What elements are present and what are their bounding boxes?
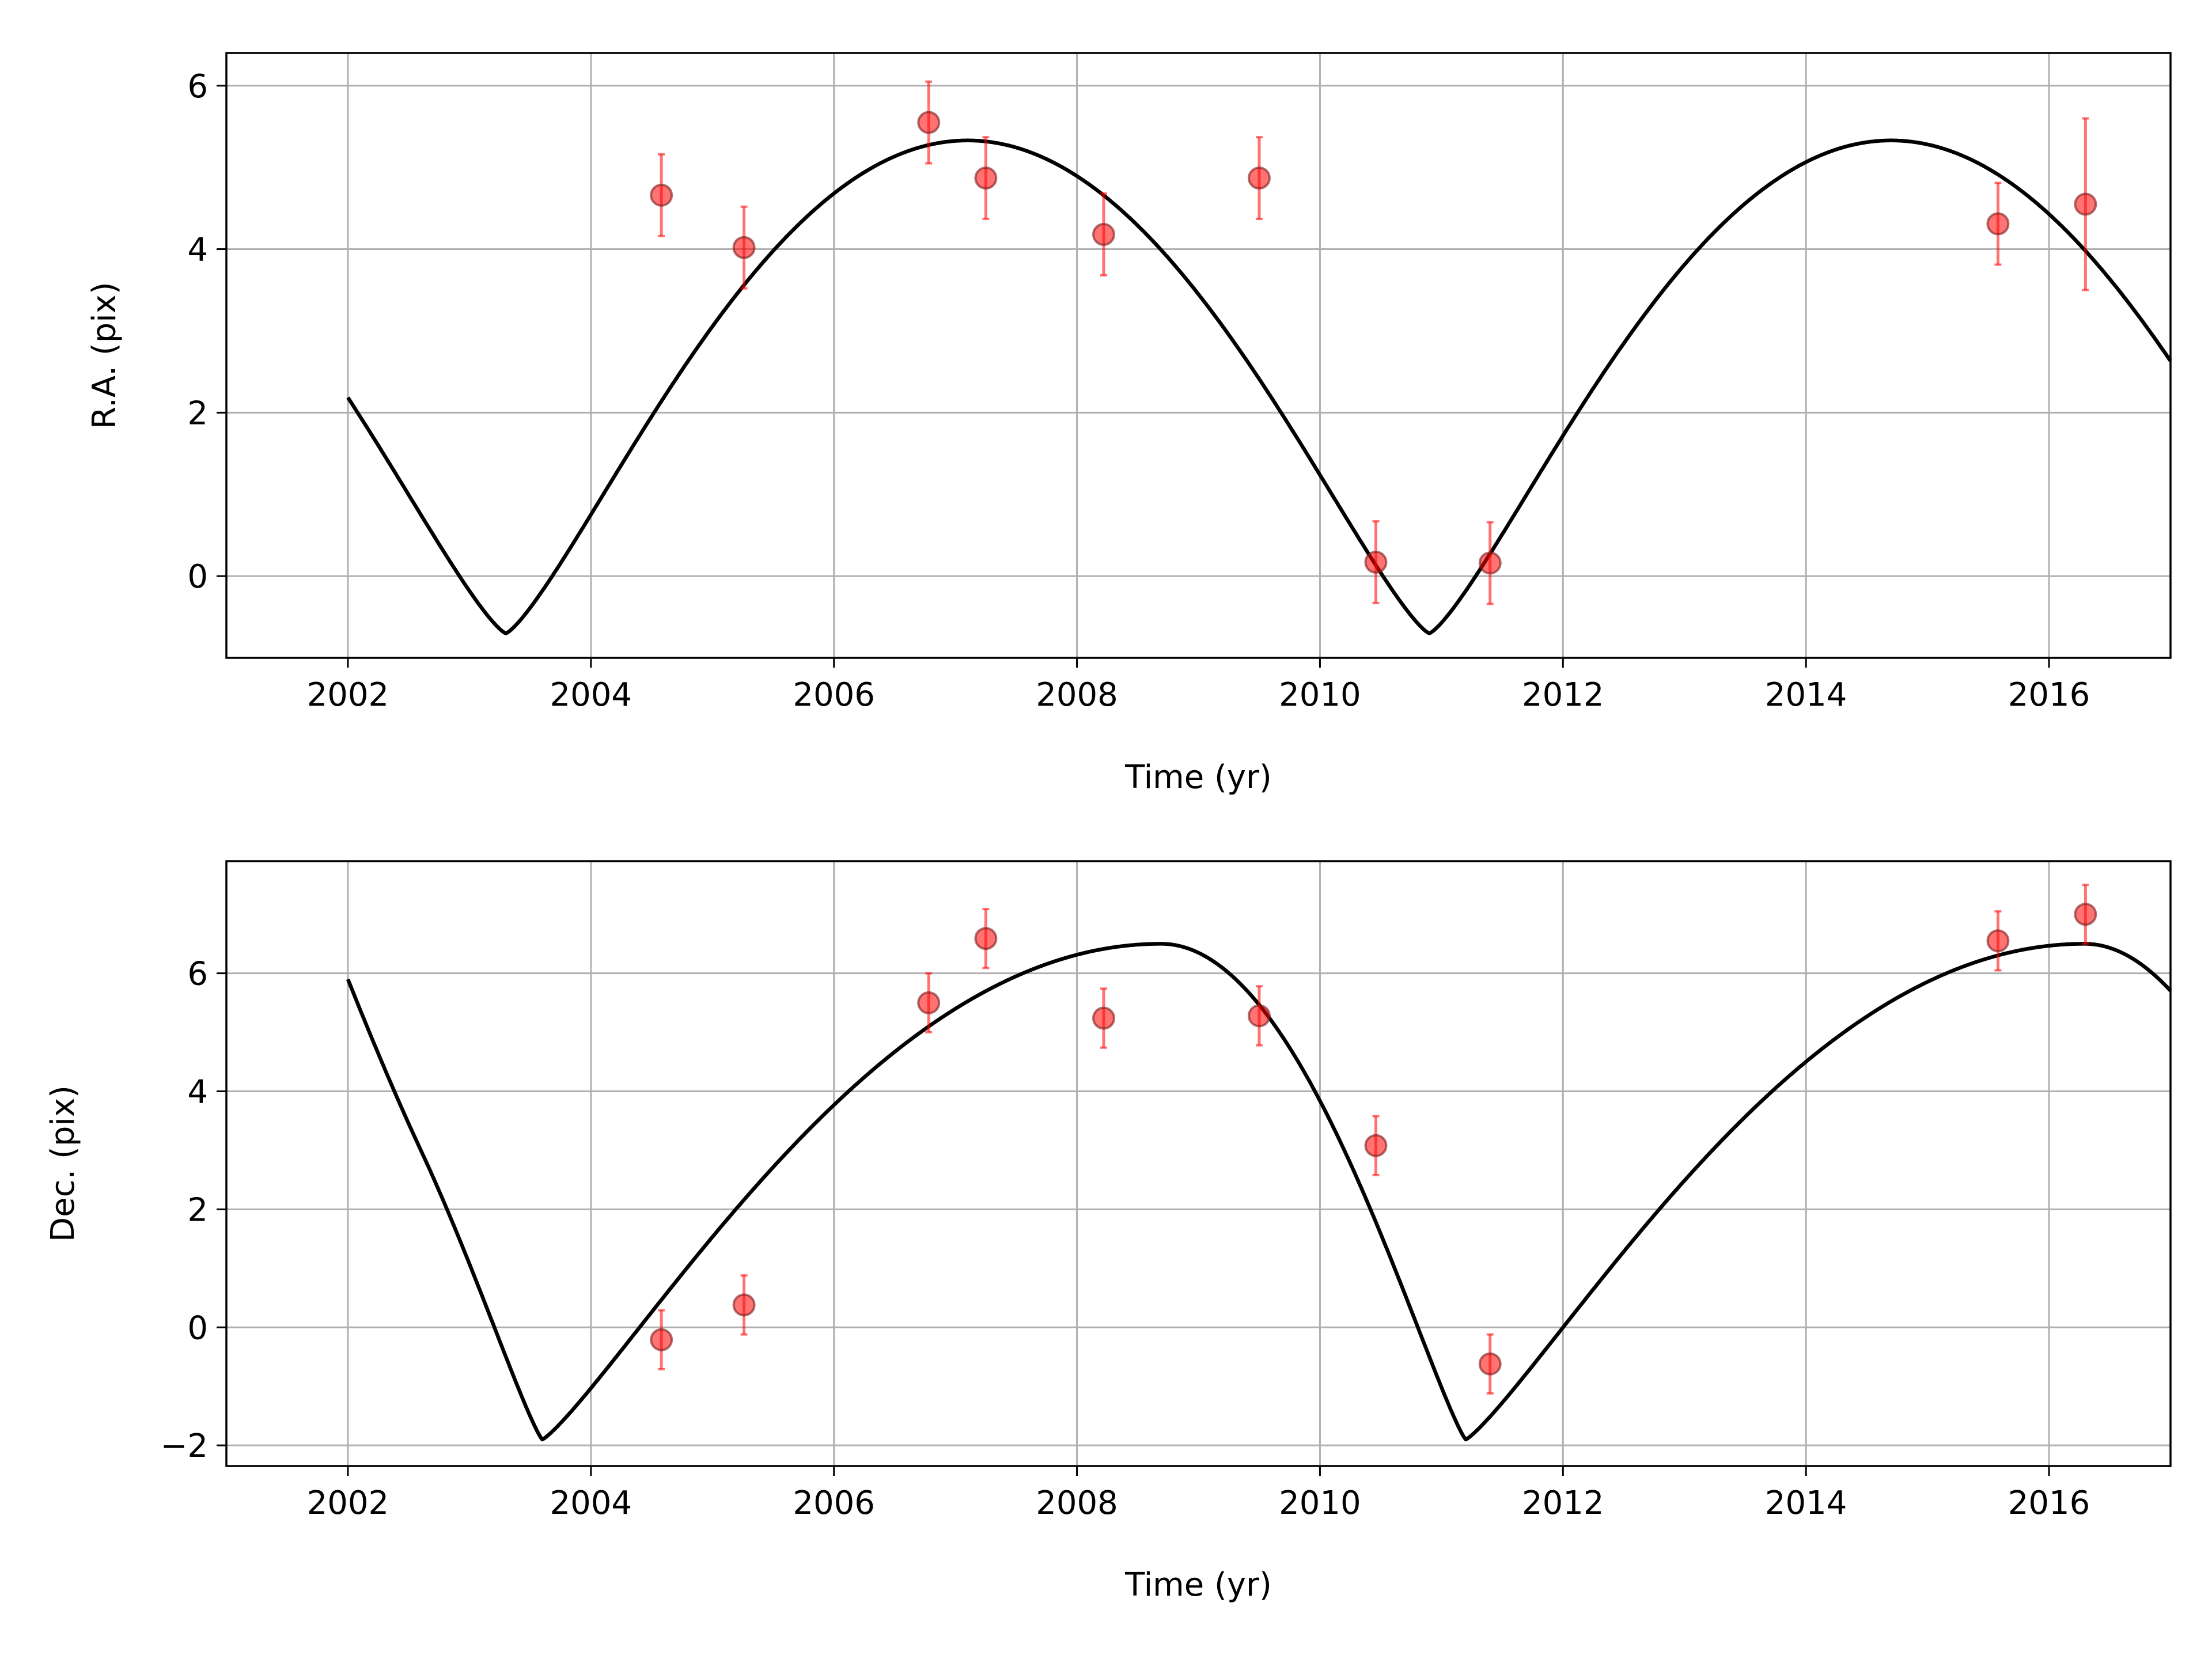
ra-marker [732, 236, 756, 259]
dec-data-point [1247, 985, 1271, 1047]
ra-data-point [1478, 521, 1502, 605]
dec-data-point [1092, 987, 1115, 1049]
dec-x-tick-label: 2014 [1765, 1484, 1847, 1522]
ra-data-point [650, 153, 673, 237]
ra-data-point [974, 136, 998, 221]
ra-data-point [1247, 136, 1271, 221]
ra-x-tick-label: 2010 [1279, 676, 1361, 714]
dec-axes-frame [225, 860, 2172, 1467]
ra-marker [1092, 223, 1115, 246]
ra-y-tick-label: 6 [187, 68, 208, 105]
dec-marker [732, 1293, 756, 1317]
dec-data-points [650, 883, 2097, 1395]
dec-data-point [1986, 910, 2010, 972]
ra-x-axis-label: Time (yr) [1124, 759, 1272, 796]
dec-y-tick-label: −2 [160, 1427, 208, 1465]
dec-data-point [974, 907, 998, 969]
ra-ticks: 2002 2004 2006 2008 2010 2012 2014 2016 0 2 4 6 [187, 68, 2090, 714]
ra-data-point [2074, 117, 2097, 291]
dec-marker [1092, 1006, 1115, 1030]
ra-data-point [1364, 520, 1388, 604]
dec-marker [650, 1328, 673, 1351]
ra-data-point [917, 80, 941, 165]
dec-y-tick-label: 4 [187, 1074, 208, 1111]
dec-ticks: 2002 2004 2006 2008 2010 2012 2014 2016 −2 0 2 4 6 [160, 956, 2090, 1522]
dec-marker [2074, 903, 2097, 926]
ra-x-tick-label: 2004 [550, 676, 632, 714]
dec-x-tick-label: 2004 [550, 1484, 632, 1522]
dec-marker [1478, 1352, 1502, 1376]
dec-grid [226, 861, 2171, 1466]
dec-marker [1364, 1134, 1388, 1157]
ra-marker [1364, 550, 1388, 574]
ra-x-tick-label: 2002 [307, 676, 389, 714]
dec-marker [917, 991, 941, 1014]
ra-marker [1986, 212, 2010, 236]
dec-data-point [1478, 1333, 1502, 1395]
ra-marker [2074, 192, 2097, 216]
dec-y-tick-label: 2 [187, 1191, 208, 1229]
ra-x-tick-label: 2006 [793, 676, 875, 714]
ra-marker [974, 166, 998, 190]
dec-x-tick-label: 2010 [1279, 1484, 1361, 1522]
ra-data-points [650, 80, 2097, 605]
ra-marker [650, 183, 673, 207]
dec-data-point [650, 1309, 673, 1370]
ra-model-curve [346, 138, 2172, 635]
ra-marker [1247, 166, 1271, 190]
dec-data-point [732, 1274, 756, 1336]
ra-y-tick-label: 0 [187, 558, 208, 596]
ra-data-point [1986, 181, 2010, 266]
dec-data-point [917, 972, 941, 1034]
ra-marker [1478, 551, 1502, 575]
dec-y-tick-label: 0 [187, 1309, 208, 1347]
ra-x-tick-label: 2014 [1765, 676, 1847, 714]
ra-y-tick-label: 2 [187, 395, 208, 432]
ra-panel: 2002 2004 2006 2008 2010 2012 2014 2016 0 2 4 6 Tim… [86, 52, 2172, 796]
dec-data-point [1364, 1115, 1388, 1176]
dec-y-axis-label: Dec. (pix) [44, 1085, 82, 1242]
dec-marker [1247, 1004, 1271, 1028]
ra-data-point [732, 205, 756, 290]
ra-x-tick-label: 2008 [1036, 676, 1118, 714]
ra-x-tick-label: 2012 [1522, 676, 1604, 714]
dec-panel: 2002 2004 2006 2008 2010 2012 2014 2016 −2 0 2 4 6 T… [44, 860, 2172, 1604]
dec-y-tick-label: 6 [187, 956, 208, 993]
dec-marker [1986, 929, 2010, 953]
dec-x-tick-label: 2006 [793, 1484, 875, 1522]
dec-x-tick-label: 2012 [1522, 1484, 1604, 1522]
dec-x-axis-label: Time (yr) [1124, 1566, 1272, 1604]
ra-axes-frame [225, 52, 2172, 659]
dec-marker [974, 927, 998, 950]
dec-x-tick-label: 2008 [1036, 1484, 1118, 1522]
ra-model-line [346, 138, 2172, 635]
ra-marker [917, 111, 941, 134]
dec-data-point [2074, 883, 2097, 945]
ra-x-tick-label: 2016 [2008, 676, 2090, 714]
ra-data-point [1092, 192, 1115, 276]
dec-x-tick-label: 2016 [2008, 1484, 2090, 1522]
ra-y-axis-label: R.A. (pix) [86, 282, 123, 429]
dec-x-tick-label: 2002 [307, 1484, 389, 1522]
ra-y-tick-label: 4 [187, 232, 208, 269]
